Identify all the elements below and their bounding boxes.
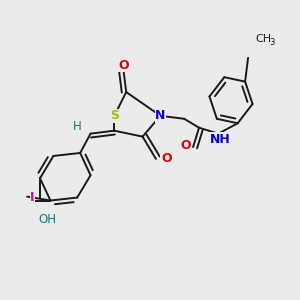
- Text: O: O: [161, 152, 172, 165]
- Text: I: I: [30, 191, 35, 204]
- Text: CH: CH: [256, 34, 272, 44]
- Text: 3: 3: [269, 38, 274, 47]
- Text: H: H: [73, 120, 82, 133]
- Text: NH: NH: [209, 133, 230, 146]
- Text: OH: OH: [38, 213, 56, 226]
- Text: O: O: [180, 139, 191, 152]
- Text: O: O: [118, 59, 129, 72]
- Text: S: S: [110, 109, 119, 122]
- Text: N: N: [155, 109, 166, 122]
